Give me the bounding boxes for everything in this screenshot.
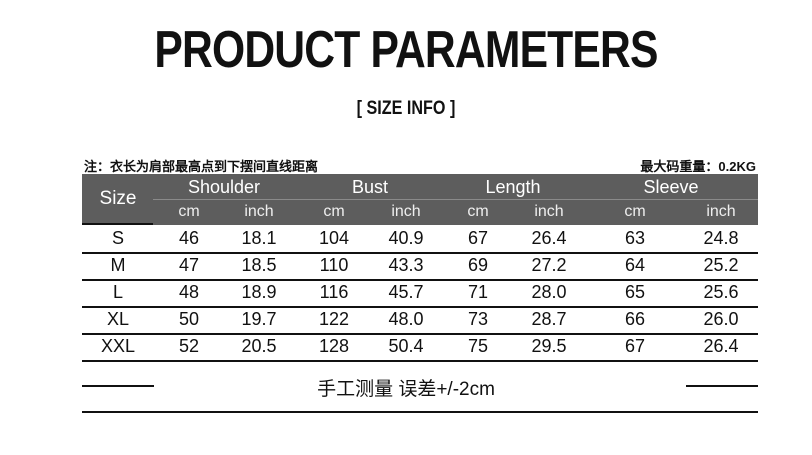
size-info-subtitle: [ SIZE INFO ] bbox=[356, 98, 456, 119]
value-cell: 50 bbox=[178, 309, 200, 329]
size-cell: L bbox=[112, 282, 124, 302]
max-weight-note: 最大码重量：0.2KG bbox=[640, 159, 756, 174]
value-cell: 110 bbox=[319, 255, 349, 275]
value-cell: 43.3 bbox=[388, 255, 424, 275]
value-cell: 28.0 bbox=[531, 282, 567, 302]
value-cell: 52 bbox=[178, 336, 200, 356]
group-header-shoulder: Shoulder bbox=[187, 177, 261, 197]
value-cell: 26.4 bbox=[703, 336, 739, 356]
bottom-rule bbox=[82, 411, 758, 413]
value-cell: 46 bbox=[178, 228, 200, 248]
value-cell: 69 bbox=[467, 255, 489, 275]
unit-header: inch bbox=[534, 203, 564, 220]
unit-header: cm bbox=[467, 203, 489, 220]
value-cell: 40.9 bbox=[388, 228, 424, 248]
page-title: PRODUCT PARAMETERS bbox=[154, 21, 658, 79]
value-cell: 64 bbox=[624, 255, 646, 275]
table-row: M 47 18.5 110 43.3 69 27.2 64 25.2 bbox=[82, 252, 758, 281]
size-cell: XXL bbox=[100, 336, 136, 356]
header-divider bbox=[153, 199, 758, 200]
value-cell: 20.5 bbox=[241, 336, 277, 356]
table-row: XL 50 19.7 122 48.0 73 28.7 66 26.0 bbox=[82, 306, 758, 335]
value-cell: 18.1 bbox=[241, 228, 277, 248]
unit-header: cm bbox=[178, 203, 200, 220]
group-header-bust: Bust bbox=[351, 177, 389, 197]
size-cell: XL bbox=[106, 309, 130, 329]
unit-header: cm bbox=[323, 203, 345, 220]
value-cell: 28.7 bbox=[531, 309, 567, 329]
value-cell: 29.5 bbox=[531, 336, 567, 356]
size-cell: M bbox=[110, 255, 126, 275]
value-cell: 18.9 bbox=[241, 282, 277, 302]
value-cell: 45.7 bbox=[388, 282, 424, 302]
table-row: L 48 18.9 116 45.7 71 28.0 65 25.6 bbox=[82, 279, 758, 308]
value-cell: 25.6 bbox=[703, 282, 739, 302]
value-cell: 128 bbox=[318, 336, 350, 356]
value-cell: 67 bbox=[624, 336, 646, 356]
value-cell: 18.5 bbox=[241, 255, 277, 275]
size-cell: S bbox=[111, 228, 125, 248]
value-cell: 47 bbox=[178, 255, 200, 275]
value-cell: 75 bbox=[467, 336, 489, 356]
value-cell: 26.4 bbox=[531, 228, 567, 248]
footer-rule-right bbox=[686, 385, 758, 387]
value-cell: 25.2 bbox=[703, 255, 739, 275]
value-cell: 71 bbox=[467, 282, 489, 302]
group-header-length: Length bbox=[485, 177, 541, 197]
size-header-underline bbox=[82, 223, 153, 225]
value-cell: 66 bbox=[624, 309, 646, 329]
table-header: Size Shoulder Bust Length Sleeve cm inch cm inc… bbox=[82, 174, 758, 225]
value-cell: 50.4 bbox=[388, 336, 424, 356]
value-cell: 19.7 bbox=[241, 309, 277, 329]
group-header-sleeve: Sleeve bbox=[643, 177, 699, 197]
value-cell: 65 bbox=[624, 282, 646, 302]
value-cell: 116 bbox=[319, 282, 349, 302]
unit-header: inch bbox=[244, 203, 274, 220]
value-cell: 24.8 bbox=[703, 228, 739, 248]
value-cell: 122 bbox=[318, 309, 350, 329]
measurement-note: 手工测量 误差+/-2cm bbox=[317, 379, 495, 400]
unit-header: cm bbox=[624, 203, 646, 220]
size-column-header: Size bbox=[99, 188, 137, 209]
value-cell: 48.0 bbox=[388, 309, 424, 329]
value-cell: 27.2 bbox=[531, 255, 567, 275]
table-row: S 46 18.1 104 40.9 67 26.4 63 24.8 bbox=[82, 225, 758, 254]
table-row: XXL 52 20.5 128 50.4 75 29.5 67 26.4 bbox=[82, 333, 758, 362]
value-cell: 67 bbox=[467, 228, 489, 248]
value-cell: 26.0 bbox=[703, 309, 739, 329]
value-cell: 63 bbox=[624, 228, 646, 248]
length-note: 注：衣长为肩部最高点到下摆间直线距离 bbox=[84, 159, 319, 174]
value-cell: 48 bbox=[178, 282, 200, 302]
footer-rule-left bbox=[82, 385, 154, 387]
value-cell: 73 bbox=[467, 309, 489, 329]
value-cell: 104 bbox=[318, 228, 350, 248]
unit-header: inch bbox=[391, 203, 421, 220]
unit-header: inch bbox=[706, 203, 736, 220]
